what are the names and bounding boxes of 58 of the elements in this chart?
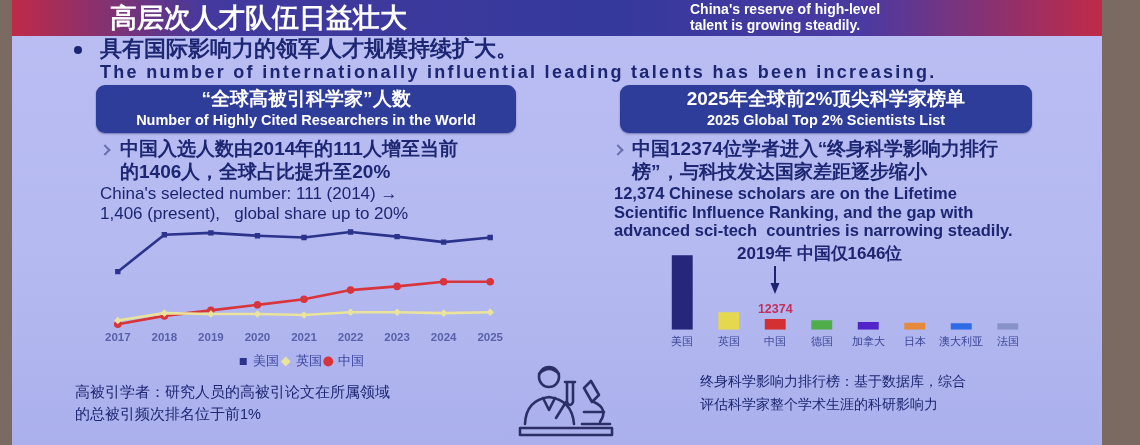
text: China's selected number: 111 (2014) → 1,406 (present), global share up to 20%: [100, 184, 410, 224]
point: [253, 301, 262, 309]
bar: [764, 318, 786, 330]
text: 中国12374位学者进入“终身科学影响力排行榜”，与科技发达国家差距逐步缩小: [632, 137, 1000, 183]
x-tick-label: 日本: [903, 335, 926, 348]
x-tick-label: 2023: [384, 331, 410, 344]
chart-subtitle: 2025 Global Top 2% Scientists List: [705, 111, 947, 130]
point: [486, 308, 495, 317]
chart-subtitle: Number of Highly Cited Researchers in the World: [135, 111, 477, 130]
x-tick-label: 2022: [337, 331, 364, 344]
bar: [718, 312, 740, 330]
point: [393, 308, 401, 317]
text: The number of internationally influential leading talents has been increasing.: [100, 61, 938, 83]
x-tick-label: 2018: [151, 331, 178, 344]
text: 高被引学者：研究人员的高被引论文在所属领域的总被引频次排名位于前1%: [75, 383, 391, 424]
x-tick-label: 中国: [764, 335, 787, 348]
x-tick-label: 英国: [717, 335, 740, 348]
text: China's reserve of high-level talent is growing steadily.: [690, 1, 882, 33]
point: [300, 295, 308, 304]
bar: [857, 322, 879, 330]
data-label: 12374: [757, 302, 793, 317]
x-tick-label: 2019: [198, 331, 224, 344]
bar: [950, 323, 972, 330]
point: [208, 230, 214, 236]
x-tick-label: 2020: [244, 331, 271, 344]
point: [393, 282, 401, 291]
x-tick-label: 2017: [104, 331, 131, 344]
point: [347, 229, 354, 235]
text: 高层次人才队伍日益壮大: [110, 2, 408, 34]
point: [346, 286, 355, 294]
chart-title: 2025年全球前2%顶尖科学家榜单: [685, 87, 967, 111]
point: [486, 277, 495, 286]
point: [440, 239, 447, 245]
legend-label: 英国: [295, 353, 322, 369]
text: 具有国际影响力的领军人才规模持续扩大。: [100, 36, 519, 62]
point: [346, 308, 355, 317]
chart-title: “全球高被引科学家”人数: [200, 87, 412, 111]
x-tick-label: 2024: [430, 331, 458, 344]
text: 终身科学影响力排行榜：基于数据库，综合评估科学家整个学术生涯的科研影响力: [700, 372, 967, 414]
point: [301, 234, 307, 241]
bar: [671, 255, 693, 330]
x-tick-label: 加拿大: [851, 335, 885, 348]
point: [113, 316, 122, 325]
point: [439, 277, 448, 286]
point: [394, 233, 400, 240]
x-tick-label: 澳大利亚: [939, 335, 984, 348]
x-tick-label: 法国: [996, 335, 1019, 348]
legend-label: 中国: [338, 353, 365, 369]
legend-label: 美国: [253, 353, 280, 369]
x-tick-label: 美国: [671, 335, 694, 348]
x-tick-label: 2025: [477, 331, 504, 344]
text: 中国入选人数由2014年的111人增至当前的1406人，全球占比提升至20%: [120, 137, 459, 183]
bar: [811, 320, 833, 330]
text: 12,374 Chinese scholars are on the Lifetime Scientific Influence Ranking, and the gap with advanced sci-tech countries is narrowing steadily.: [614, 184, 1014, 240]
x-tick-label: 2021: [291, 331, 318, 344]
annotation: 2019年 中国仅1646位: [737, 244, 904, 264]
bar: [997, 323, 1019, 330]
x-tick-label: 德国: [810, 335, 833, 348]
